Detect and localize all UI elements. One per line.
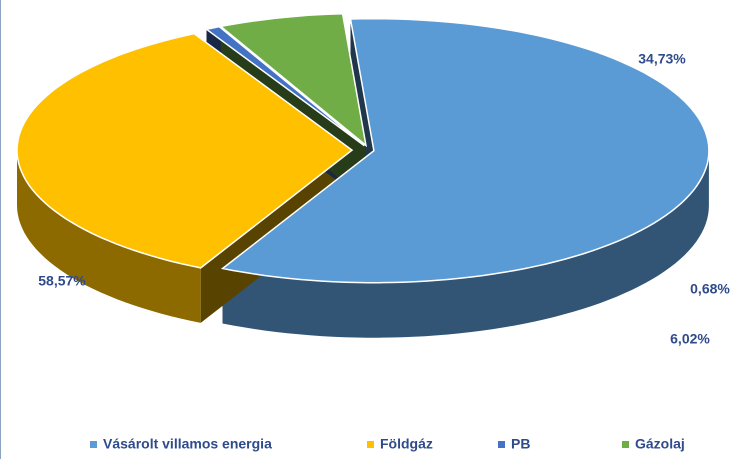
data-label: 6,02%	[670, 331, 710, 347]
slice	[204, 25, 365, 147]
slice	[219, 12, 368, 148]
data-label: 0,68%	[690, 281, 730, 297]
legend-swatch	[367, 441, 374, 448]
legend-label: PB	[511, 436, 530, 452]
legend-label: Gázolaj	[635, 436, 685, 452]
outer-wall	[222, 150, 709, 338]
legend-swatch	[90, 441, 97, 448]
slice	[220, 17, 710, 284]
legend-label: Vásárolt villamos energia	[103, 436, 272, 452]
outer-wall	[17, 150, 201, 323]
slice	[16, 32, 354, 269]
legend-label: Földgáz	[380, 436, 433, 452]
legend-swatch	[498, 441, 505, 448]
data-label: 34,73%	[638, 51, 686, 67]
data-label: 58,57%	[38, 273, 86, 289]
legend-swatch	[622, 441, 629, 448]
